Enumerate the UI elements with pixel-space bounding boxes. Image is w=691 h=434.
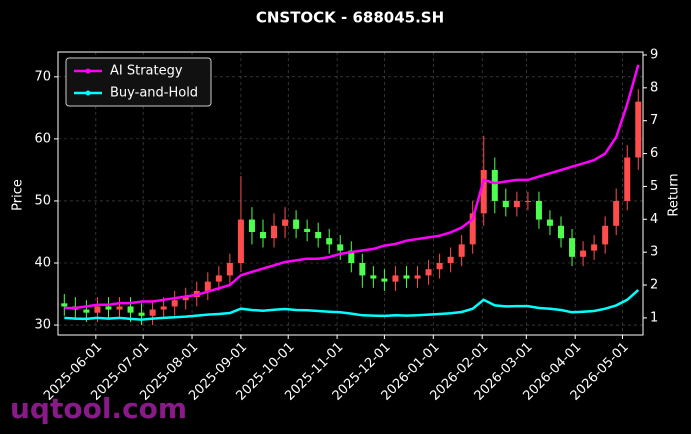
candle-body — [447, 256, 454, 264]
candle-body — [558, 225, 565, 239]
candle-body — [546, 219, 553, 226]
candle-body — [613, 200, 620, 226]
candle-body — [535, 200, 542, 220]
y2-tick-label: 6 — [650, 146, 658, 161]
y2-tick-label: 9 — [650, 47, 658, 62]
y-tick-label: 60 — [34, 131, 51, 146]
candle-body — [61, 303, 68, 307]
legend-box — [65, 57, 212, 107]
candle-body — [436, 263, 443, 270]
candle-body — [271, 225, 278, 239]
y2-tick-label: 4 — [650, 212, 658, 227]
y-tick-label: 50 — [34, 193, 51, 208]
candle-body — [282, 219, 289, 226]
legend-label: AI Strategy — [110, 64, 183, 79]
y-tick-label: 40 — [34, 256, 51, 271]
line-series — [64, 289, 640, 321]
candle-body — [635, 101, 642, 158]
candle-body — [524, 200, 531, 202]
y2-axis-label: Return — [667, 173, 682, 216]
legend-marker — [85, 68, 91, 74]
candle-body — [403, 275, 410, 279]
candle-body — [237, 219, 244, 264]
candle-body — [370, 275, 377, 279]
candle-body — [414, 275, 421, 279]
y2-tick-label: 2 — [650, 278, 658, 293]
watermark: uqtool.com — [10, 392, 187, 425]
candle-body — [513, 200, 520, 208]
candle-body — [149, 309, 156, 316]
candle-body — [491, 169, 498, 201]
legend-marker — [85, 90, 91, 96]
candle-body — [602, 225, 609, 245]
y2-tick-label: 8 — [650, 80, 658, 95]
candle-body — [569, 238, 576, 257]
candle-body — [502, 200, 509, 208]
candle-body — [469, 213, 476, 245]
line-series — [64, 64, 640, 310]
y2-tick-label: 5 — [650, 179, 658, 194]
candle-body — [171, 300, 178, 307]
candle-body — [160, 306, 167, 310]
y2-tick-label: 1 — [650, 310, 658, 325]
candle-body — [127, 306, 134, 313]
y-tick-label: 30 — [34, 318, 51, 333]
chart-title: CNSTOCK - 688045.SH — [256, 9, 444, 27]
legend-label: Buy-and-Hold — [110, 86, 198, 101]
candle-body — [226, 263, 233, 276]
candle-body — [591, 244, 598, 251]
candle-body — [580, 250, 587, 257]
candle-body — [105, 306, 112, 310]
candle-body — [259, 231, 266, 239]
y2-tick-label: 7 — [650, 113, 658, 128]
candle-body — [94, 306, 101, 313]
candle-body — [337, 244, 344, 251]
plot-frame — [57, 51, 644, 336]
candle-body — [248, 219, 255, 232]
candle-body — [381, 278, 388, 282]
candle-body — [182, 297, 189, 301]
y2-tick-label: 3 — [650, 245, 658, 260]
candle-body — [304, 228, 311, 232]
y-axis-label: Price — [11, 179, 26, 211]
candle-body — [215, 275, 222, 282]
candle-body — [204, 281, 211, 291]
candle-body — [480, 169, 487, 214]
candle-body — [348, 250, 355, 264]
candle-body — [458, 244, 465, 257]
candle-body — [293, 219, 300, 229]
candle-body — [359, 263, 366, 276]
candle-body — [624, 157, 631, 201]
candle-body — [138, 312, 145, 316]
candle-body — [425, 269, 432, 276]
candle-body — [315, 231, 322, 239]
y-tick-label: 70 — [34, 69, 51, 84]
candle-body — [83, 309, 90, 313]
candle-body — [392, 275, 399, 282]
candle-body — [326, 238, 333, 245]
candle-body — [116, 306, 123, 310]
